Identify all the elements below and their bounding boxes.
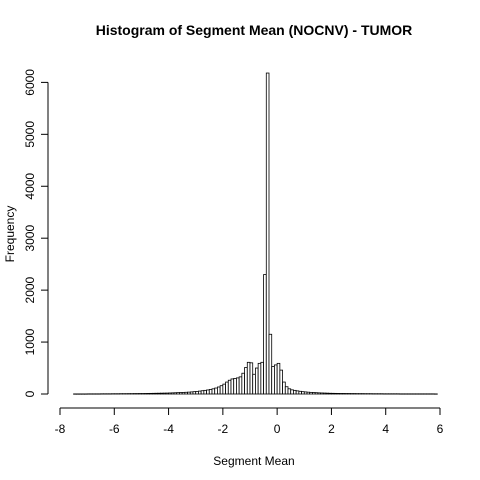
histogram-bar: [192, 391, 197, 395]
histogram-bar: [265, 72, 270, 395]
histogram-bar: [276, 362, 281, 395]
histogram-bar: [249, 362, 254, 395]
histogram-bar: [295, 390, 300, 395]
histogram-bar: [263, 274, 267, 395]
histogram-bar: [184, 391, 188, 395]
y-tick-label: 2000: [23, 276, 37, 303]
histogram-bar: [217, 386, 221, 395]
histogram-bar: [241, 372, 245, 395]
histogram-bar: [173, 392, 178, 395]
x-tick-label: -2: [218, 422, 229, 436]
histogram-bar: [195, 391, 199, 395]
histogram-bar: [306, 391, 311, 395]
x-tick-label: 0: [274, 422, 281, 436]
histogram-bar: [170, 392, 175, 395]
histogram-bar: [325, 392, 330, 395]
histogram-bar: [328, 392, 332, 395]
histogram-bar: [260, 361, 264, 395]
x-tick-label: 4: [382, 422, 389, 436]
histogram-bar: [176, 392, 180, 395]
x-tick-label: -4: [163, 422, 174, 436]
histogram-bar: [255, 367, 259, 395]
histogram-bar: [284, 386, 289, 395]
histogram-bar: [331, 392, 335, 395]
x-tick-label: -6: [109, 422, 120, 436]
histogram-bar: [236, 377, 240, 395]
histogram-bar: [219, 385, 224, 395]
histogram-bar: [290, 389, 294, 395]
histogram-bar: [309, 391, 313, 395]
histogram-bar: [230, 378, 235, 395]
histogram-bar: [233, 378, 237, 395]
histogram-bar: [222, 383, 226, 395]
histogram-bar: [287, 388, 292, 395]
histogram-bar: [303, 391, 308, 395]
histogram-bar: [151, 392, 156, 395]
y-tick-label: 5000: [23, 121, 37, 148]
histogram-bar: [189, 391, 194, 395]
histogram-bar: [238, 376, 243, 395]
histogram-bar: [206, 389, 210, 395]
y-axis: 0 1000 2000 3000 4000 5000 6000: [23, 69, 49, 397]
x-axis: -8 -6 -4 -2 0 2 4 6: [55, 407, 444, 436]
histogram-bar: [333, 392, 338, 395]
histogram-bar: [165, 392, 169, 395]
y-tick-label: 4000: [23, 173, 37, 200]
histogram-bar: [336, 393, 340, 395]
x-tick-label: -8: [55, 422, 66, 436]
histogram-bar: [211, 388, 216, 395]
histogram-bar: [322, 392, 327, 395]
histogram-bar: [244, 367, 248, 395]
histogram-bar: [146, 393, 150, 395]
histogram-bar: [341, 393, 346, 395]
x-tick-label: 2: [328, 422, 335, 436]
chart-title: Histogram of Segment Mean (NOCNV) - TUMO…: [96, 22, 413, 38]
histogram-bar: [225, 381, 229, 395]
histogram-bar: [214, 387, 218, 395]
histogram-bar: [314, 392, 319, 395]
histogram-bar: [282, 381, 286, 395]
histogram-bar: [279, 369, 283, 395]
histogram-bar: [252, 373, 256, 395]
histogram-bar: [317, 392, 321, 395]
y-tick-label: 6000: [23, 69, 37, 96]
histogram-bar: [200, 390, 205, 395]
histogram-bar: [208, 389, 213, 395]
histogram-bar: [293, 389, 297, 395]
histogram-bar: [160, 392, 164, 395]
histogram-bar: [149, 392, 153, 395]
histogram-bar: [274, 364, 278, 395]
histogram-bar: [179, 392, 183, 395]
histogram-bar: [198, 390, 202, 395]
histogram-bar: [271, 366, 275, 395]
histogram-bar: [187, 391, 191, 395]
histogram-bar: [339, 393, 343, 395]
histogram-bar: [301, 391, 305, 395]
histogram-bar: [157, 392, 161, 395]
histogram-bar: [268, 333, 273, 395]
histogram-bar: [143, 393, 148, 395]
y-tick-label: 3000: [23, 225, 37, 252]
histogram-bar: [162, 392, 167, 395]
histogram-bar: [257, 362, 262, 395]
histogram-bar: [181, 392, 186, 395]
histogram-bar: [246, 361, 251, 395]
histogram-bar: [227, 379, 232, 395]
x-tick-label: 6: [437, 422, 444, 436]
y-tick-label: 0: [23, 390, 37, 397]
histogram-bar: [312, 392, 316, 395]
y-tick-label: 1000: [23, 328, 37, 355]
x-axis-label: Segment Mean: [213, 454, 294, 468]
y-axis-label: Frequency: [3, 206, 17, 263]
histogram-bar: [320, 392, 324, 395]
histogram-bar: [168, 392, 172, 395]
histogram-bar: [298, 390, 302, 395]
histogram-bars: [73, 72, 438, 395]
histogram-bar: [154, 392, 159, 395]
histogram-bar: [203, 389, 207, 395]
